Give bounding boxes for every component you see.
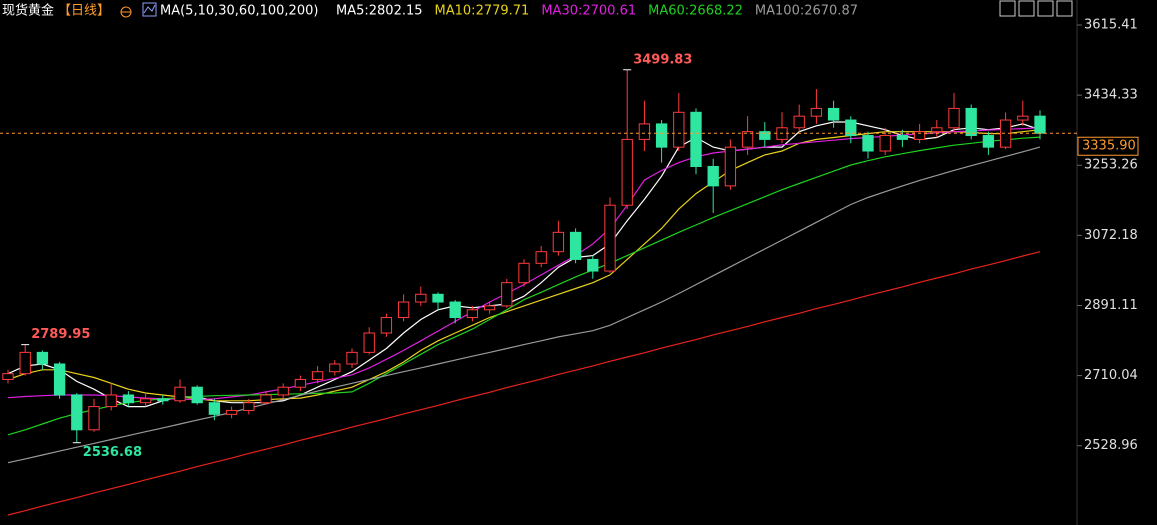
legend-entry: MA60:2668.22 — [648, 4, 743, 19]
legend-entry: MA5:2802.15 — [336, 4, 423, 19]
indicator: MA(5,10,30,60,100,200) — [160, 4, 318, 19]
period[interactable]: 【日线】 — [58, 4, 110, 19]
candle-body — [294, 378, 307, 388]
candle-body — [71, 394, 83, 431]
candle-body — [139, 398, 152, 404]
candle-body — [53, 363, 66, 396]
candle-body — [466, 309, 479, 319]
candle-body — [1034, 115, 1046, 134]
candle-body — [363, 332, 375, 353]
y-tick-label: 2891.11 — [1084, 298, 1138, 313]
candle-body — [19, 351, 31, 375]
candle-body — [621, 138, 633, 206]
candle-body — [741, 131, 754, 148]
candle-body — [793, 115, 805, 129]
candle-body — [122, 394, 135, 404]
symbol: 现货黄金 — [2, 3, 54, 19]
ma-line — [7, 146, 1041, 464]
candle-body — [638, 123, 651, 140]
candle-body — [191, 386, 203, 404]
tool-button[interactable] — [1056, 0, 1073, 17]
indicator-icon-line — [143, 4, 156, 14]
candle-body — [759, 131, 771, 140]
candle-body — [896, 135, 909, 140]
candle-body — [965, 107, 977, 137]
tool-button[interactable] — [1018, 0, 1035, 17]
candle-body — [535, 251, 547, 264]
legend-entry: MA100:2670.87 — [755, 4, 858, 19]
candle-body — [931, 127, 943, 133]
y-tick-label: 2528.96 — [1084, 438, 1138, 453]
candle-body — [415, 293, 427, 303]
candle-body — [449, 301, 461, 319]
legend-entry: MA10:2779.71 — [435, 4, 530, 19]
candle-body — [380, 317, 393, 334]
candle-body — [432, 293, 444, 303]
candle-body — [948, 107, 960, 129]
tool-button[interactable] — [999, 0, 1016, 17]
candle-body — [501, 282, 513, 307]
candle-body — [552, 231, 565, 253]
candle-body — [208, 402, 221, 415]
tool-button[interactable] — [1037, 0, 1054, 17]
candle-body — [810, 107, 823, 117]
candle-body — [397, 301, 410, 319]
indicator-icon[interactable] — [142, 2, 157, 17]
candle-body — [311, 371, 324, 380]
candle-body — [569, 231, 582, 260]
candle-body — [518, 262, 530, 284]
y-tick-label: 3072.18 — [1084, 228, 1138, 243]
candle-body — [277, 386, 289, 396]
last-price-box — [1077, 136, 1139, 156]
candle-body — [1017, 115, 1029, 121]
candle-body — [105, 394, 117, 408]
candle-body — [845, 119, 857, 137]
legend-entry: MA30:2700.61 — [541, 4, 636, 19]
extreme-label: 3499.83 — [633, 52, 692, 67]
candle-body — [157, 398, 169, 402]
candle-body — [982, 135, 995, 148]
candle-body — [655, 123, 668, 148]
candle-body — [604, 204, 616, 272]
candle-body — [36, 351, 49, 365]
candle-body — [724, 146, 737, 187]
candle-body — [827, 107, 840, 121]
candle-body — [260, 394, 272, 404]
candle-body — [88, 406, 100, 431]
candle-body — [483, 305, 496, 311]
y-tick-label: 3253.26 — [1084, 158, 1138, 173]
candle-body — [243, 402, 255, 411]
y-tick-label: 3615.41 — [1084, 18, 1138, 33]
candle-body — [225, 409, 238, 415]
toolbar — [999, 0, 1073, 17]
candle-body — [673, 111, 685, 148]
y-tick-label: 3434.33 — [1084, 88, 1138, 103]
candle-body — [2, 373, 14, 380]
candle-body — [329, 363, 341, 373]
y-tick-label: 2710.04 — [1084, 368, 1138, 383]
ma-line — [7, 251, 1041, 516]
candle-body — [707, 166, 719, 187]
last-price-label: 3335.90 — [1082, 139, 1136, 154]
candle-body — [346, 351, 358, 365]
extreme-label: 2536.68 — [83, 445, 142, 460]
candle-body — [587, 258, 599, 272]
candle-body — [174, 386, 186, 402]
candle-body — [862, 135, 874, 152]
candle-body — [913, 131, 926, 140]
candle-body — [879, 135, 891, 152]
candle-body — [690, 111, 702, 168]
extreme-label: 2789.95 — [31, 327, 90, 342]
